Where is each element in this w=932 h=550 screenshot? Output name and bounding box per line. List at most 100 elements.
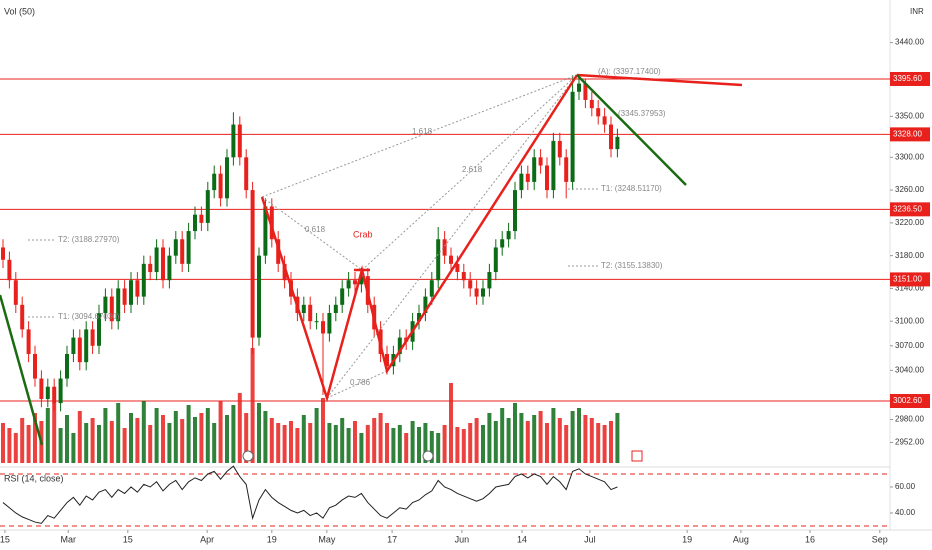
volume-bar [359, 433, 364, 463]
candle-body [525, 173, 530, 182]
level-box [890, 202, 930, 217]
volume-bar [372, 418, 377, 463]
candle-body [135, 280, 140, 297]
candle-body [615, 136, 620, 150]
earnings-icon[interactable] [242, 450, 254, 462]
volume-bar [289, 421, 293, 463]
candle-body [519, 173, 524, 191]
volume-bar [391, 428, 396, 463]
x-tick-label: 19 [267, 534, 277, 544]
candle-body [449, 255, 453, 264]
volume-bar [244, 413, 249, 463]
guide-line [261, 74, 578, 198]
volume-bar [487, 413, 492, 463]
level-box [890, 272, 930, 287]
volume-bar [237, 393, 242, 463]
volume-bar [109, 421, 114, 463]
volume-bar [135, 418, 140, 463]
annotation: (A): (3397.17400) [598, 67, 661, 76]
x-tick-label: Aug [733, 534, 749, 544]
volume-bar [1, 423, 5, 463]
volume-label: Vol (50) [4, 6, 35, 16]
candle-body [532, 157, 537, 182]
volume-bar [225, 415, 229, 463]
volume-bar [77, 411, 82, 463]
candle-body [218, 173, 223, 199]
candle-body [109, 296, 114, 322]
candle-body [173, 239, 178, 256]
volume-bar [148, 425, 153, 463]
volume-bar [301, 415, 306, 463]
candle-body [417, 313, 421, 322]
volume-bar [525, 421, 530, 463]
candle-body [551, 140, 556, 191]
volume-bar [173, 411, 178, 463]
y-tick-label: 3070.00 [895, 341, 924, 350]
candle-body [225, 157, 229, 199]
candle-body [65, 353, 69, 379]
trend-line [576, 73, 743, 87]
volume-bar [551, 408, 556, 463]
candle-body [474, 288, 479, 297]
volume-bar [538, 411, 543, 463]
candle-body [500, 239, 505, 248]
volume-bar [180, 419, 185, 463]
volume-bar [250, 348, 255, 463]
candle-body [602, 116, 607, 125]
y-tick-label: 3220.00 [895, 218, 924, 227]
y-tick-label: 3100.00 [895, 316, 924, 325]
candle-body [577, 83, 581, 92]
candle-body [333, 304, 338, 314]
candle-body [26, 329, 31, 354]
candle-body [353, 280, 357, 285]
candle-body [487, 272, 492, 289]
volume-bar [423, 423, 428, 463]
dividend-icon[interactable] [422, 450, 434, 462]
volume-bar [557, 418, 562, 463]
volume-bar [122, 428, 127, 463]
candle-body [199, 214, 204, 223]
candle-body [397, 337, 402, 354]
volume-bar [500, 408, 505, 463]
annotation: 2.618 [462, 165, 483, 174]
volume-bar [327, 423, 332, 463]
candle-body [180, 239, 185, 264]
rsi-label: RSI (14, close) [4, 473, 64, 483]
candle-body [13, 280, 18, 305]
volume-bar [564, 425, 569, 463]
x-tick-label: 15 [0, 534, 10, 544]
trend-line [0, 294, 44, 446]
x-tick-label: 16 [805, 534, 815, 544]
volume-bar [442, 425, 447, 463]
candle-body [193, 214, 197, 232]
rsi-pane [0, 465, 890, 527]
volume-bar [193, 417, 197, 463]
volume-bar [26, 425, 31, 463]
annotation: (3345.37953) [618, 109, 666, 118]
candle-body [7, 259, 12, 281]
volume-bar [167, 423, 172, 463]
volume-bar [353, 421, 357, 463]
rsi-tick-label: 60.00 [895, 482, 916, 491]
rsi-tick-label: 40.00 [895, 508, 916, 517]
candle-body [589, 99, 594, 109]
level-label: 3328.00 [893, 129, 922, 138]
candle-body [103, 296, 108, 314]
event-icon[interactable] [631, 450, 643, 462]
candle-body [212, 173, 217, 191]
level-box [890, 394, 930, 409]
volume-bar [532, 415, 537, 463]
candle-body [129, 280, 133, 305]
candle-body [481, 288, 485, 297]
volume-bar [545, 423, 549, 463]
guide-line [261, 74, 578, 271]
candle-body [161, 247, 165, 281]
y-tick-label: 3350.00 [895, 111, 924, 120]
candle-body [122, 288, 127, 305]
volume-bar [199, 413, 204, 463]
candle-body [154, 247, 159, 273]
candle-body [429, 280, 434, 297]
volume-bar [493, 421, 498, 463]
volume-bar [513, 403, 517, 463]
candle-body [269, 206, 274, 240]
